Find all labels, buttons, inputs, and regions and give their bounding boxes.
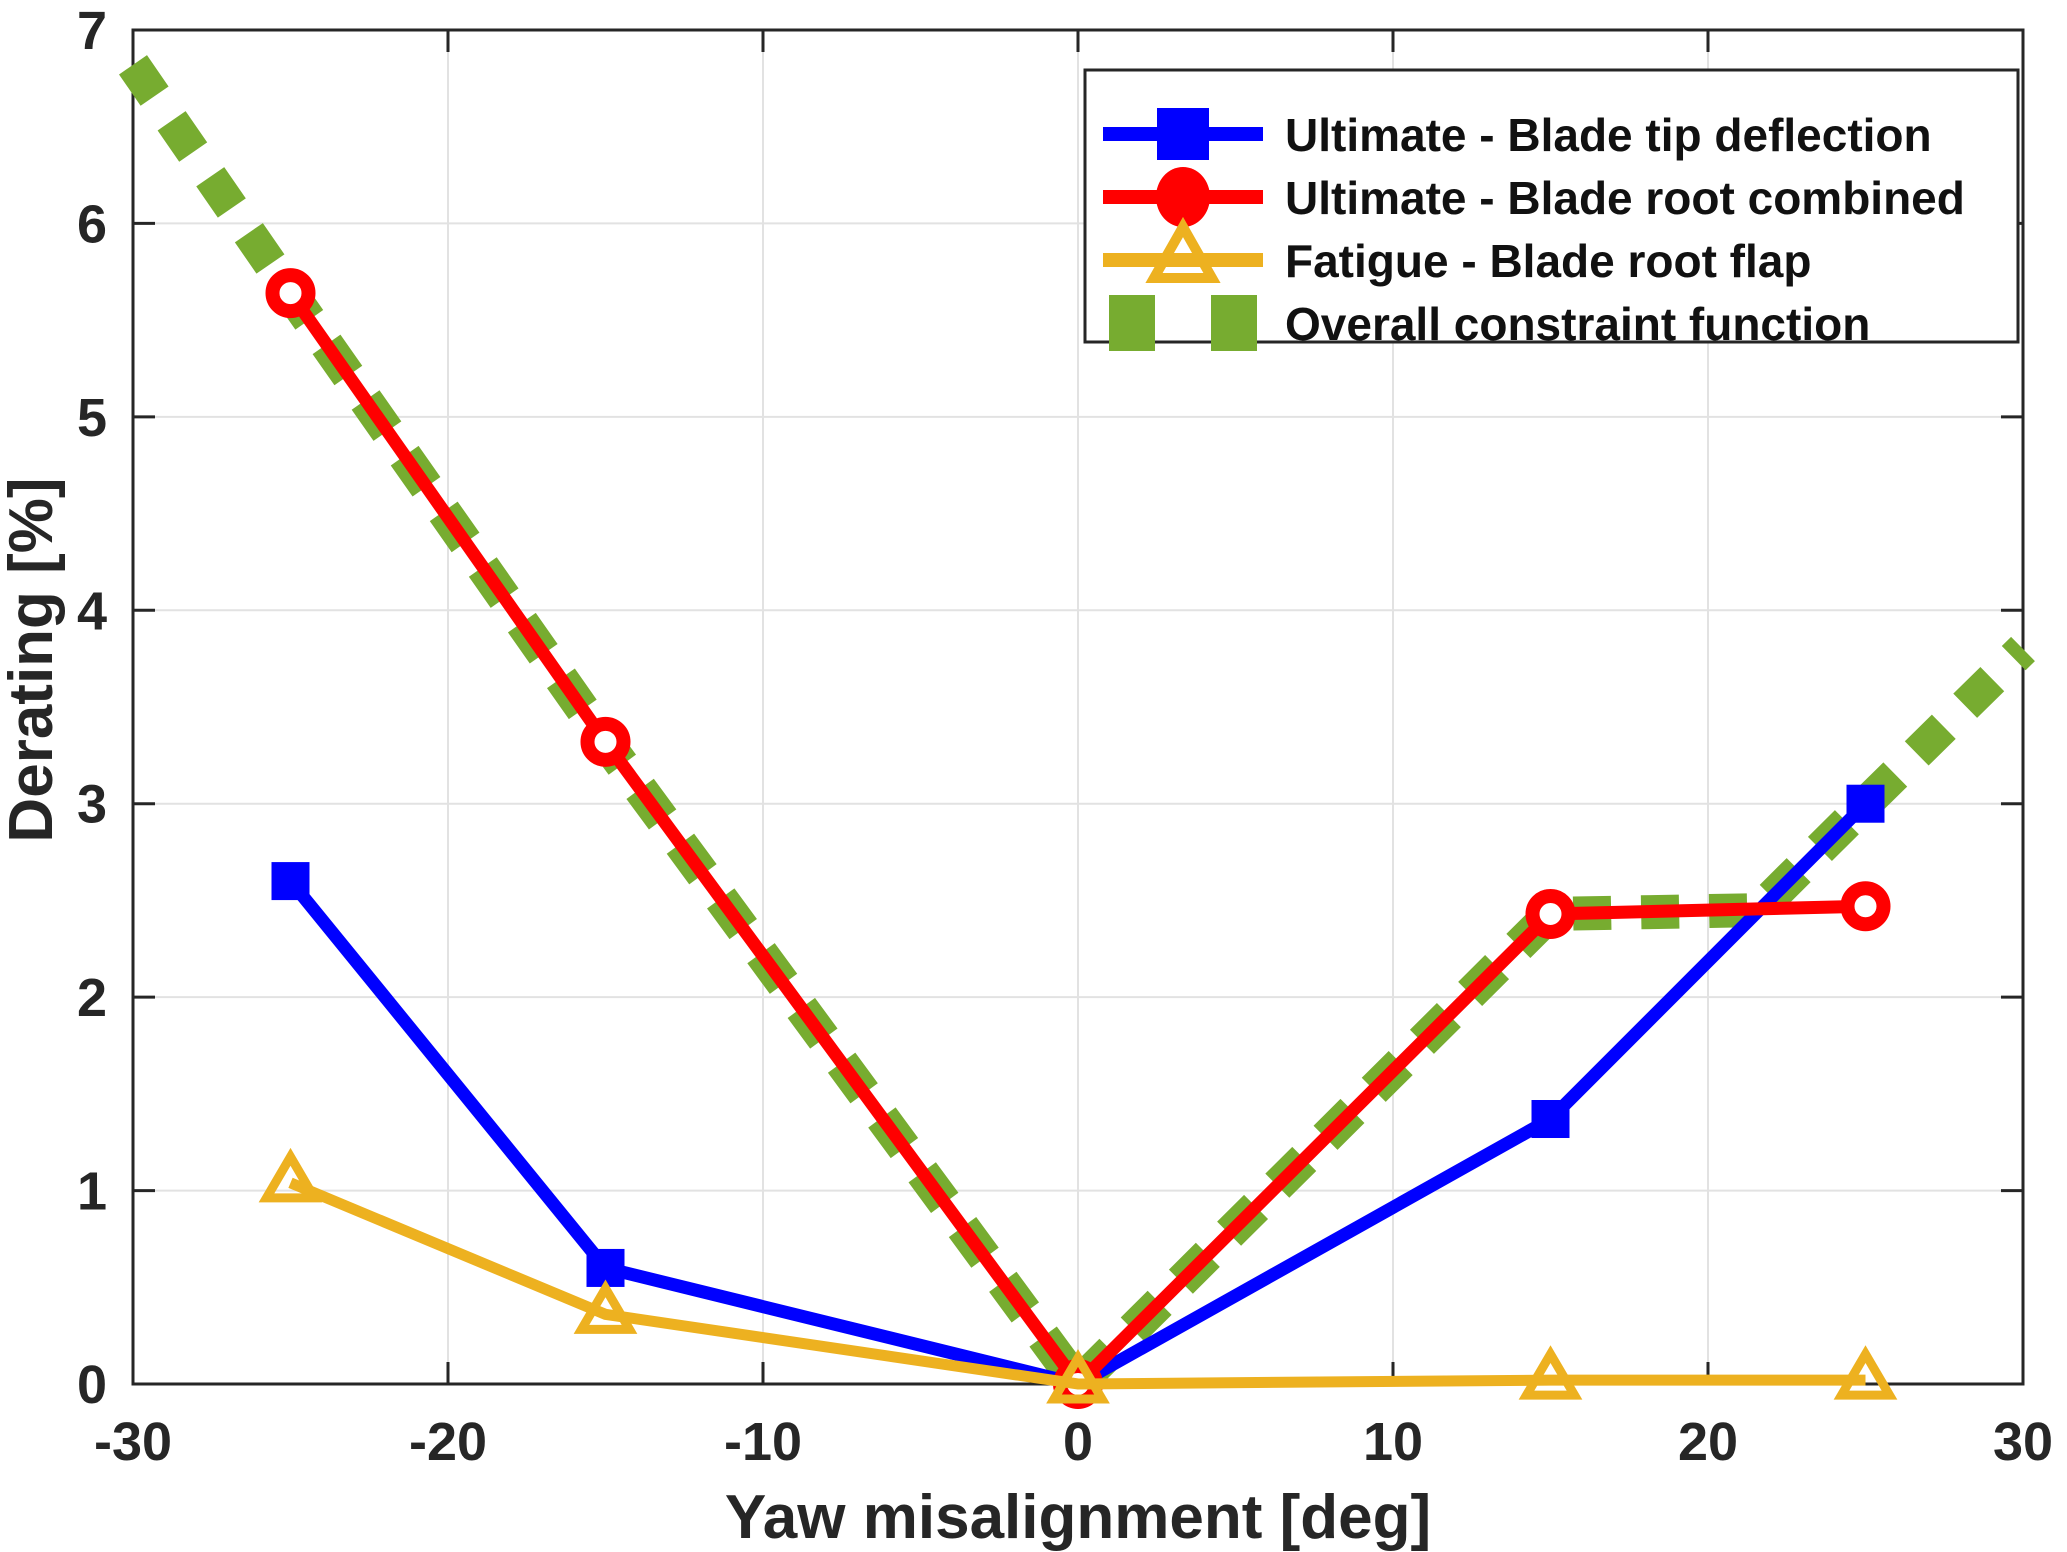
x-tick-label: -10 (724, 1412, 802, 1472)
axis-ticks (131, 28, 2025, 1386)
data-point-triangle (1833, 1345, 1898, 1400)
y-tick-label: 1 (77, 1162, 107, 1222)
legend-entry: Overall constraint function (1109, 295, 1870, 351)
data-point-triangle (573, 1279, 638, 1334)
data-point-circle (265, 268, 316, 319)
gridlines (133, 30, 2023, 1384)
y-tick-label: 5 (77, 388, 107, 448)
x-tick-label: 10 (1363, 1412, 1423, 1472)
legend-marker-triangle (1145, 216, 1221, 283)
legend: Ultimate - Blade tip deflection Ultimate … (1083, 68, 2020, 351)
data-series (119, 55, 2035, 1410)
data-point-triangle (1046, 1349, 1110, 1404)
data-point-circle (580, 716, 631, 767)
legend-entry: Ultimate - Blade tip deflection (1103, 108, 1932, 161)
series-fatigue-blade-root-flap (258, 1147, 1898, 1404)
legend-entry-label: Fatigue - Blade root flap (1285, 235, 1811, 287)
x-tick-label: -20 (409, 1412, 487, 1472)
x-tick-label: -30 (94, 1412, 172, 1472)
x-tick-label: 20 (1678, 1412, 1738, 1472)
y-tick-label: 2 (77, 968, 107, 1028)
legend-marker-circle (1156, 167, 1210, 227)
data-point-circle (1840, 881, 1891, 932)
legend-entry: Fatigue - Blade root flap (1103, 216, 1811, 287)
data-point-square (271, 862, 310, 901)
legend-entry-label: Ultimate - Blade root combined (1285, 172, 1965, 224)
x-axis-label: Yaw misalignment [deg] (725, 1483, 1431, 1552)
y-axis-label: Derating [%] (0, 477, 66, 842)
y-tick-label: 7 (77, 1, 107, 61)
legend-entry: Ultimate - Blade root combined (1103, 167, 1965, 227)
y-tick-label: 6 (77, 194, 107, 254)
data-point-square (1531, 1100, 1570, 1139)
legend-entry-label: Overall constraint function (1285, 298, 1870, 350)
data-point-triangle (1518, 1345, 1583, 1400)
data-point-triangle (258, 1147, 323, 1203)
data-point-square (1846, 784, 1885, 823)
x-tick-label: 30 (1993, 1412, 2053, 1472)
legend-marker-square (1157, 108, 1209, 160)
y-tick-label: 4 (77, 581, 107, 641)
legend-entry-label: Ultimate - Blade tip deflection (1285, 109, 1932, 161)
data-point-circle (1525, 888, 1576, 939)
x-tick-label: 0 (1063, 1412, 1093, 1472)
tick-labels: -30 -20 -10 0 10 20 30 0 1 2 3 4 5 6 7 (77, 1, 2053, 1472)
series-line (288, 1177, 1866, 1390)
y-tick-label: 0 (77, 1355, 107, 1415)
y-tick-label: 3 (77, 775, 107, 835)
